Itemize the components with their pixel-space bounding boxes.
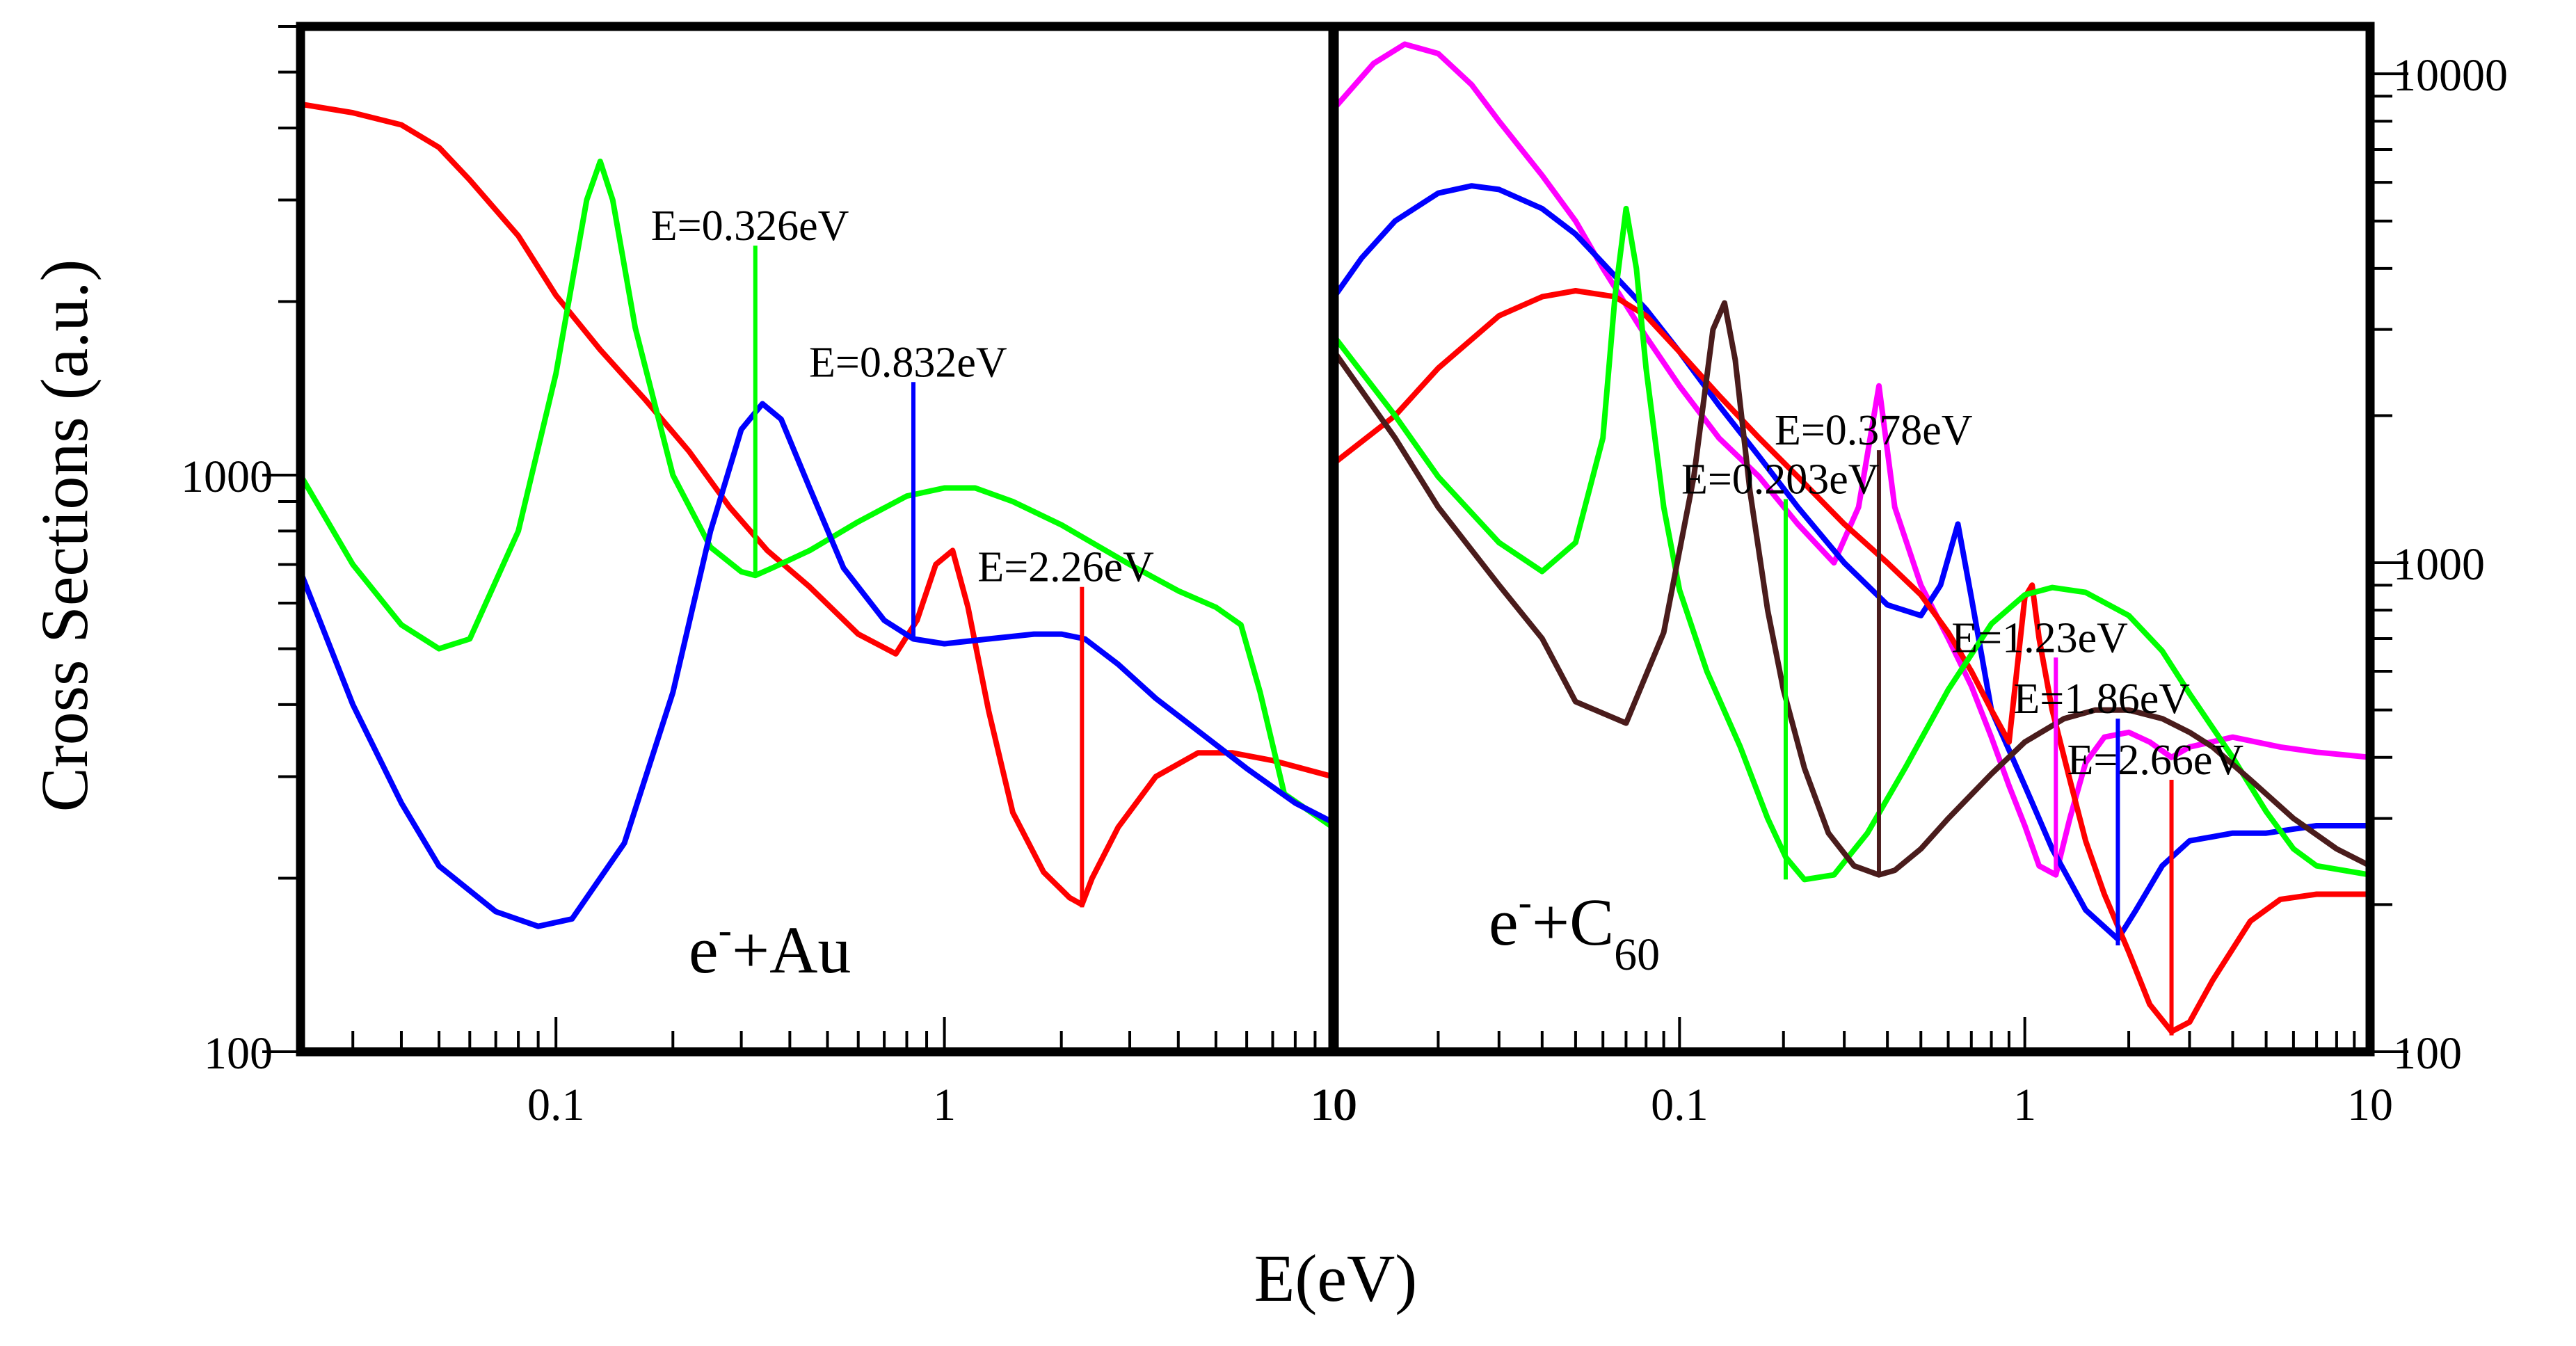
x-axis-title: E(eV) xyxy=(1254,1241,1418,1315)
left-y-tick-label: 1000 xyxy=(181,451,273,502)
left-series-line-0 xyxy=(301,101,1333,908)
right-series-line-0 xyxy=(1336,41,2370,878)
right-y-tick-label: 10000 xyxy=(2393,50,2508,101)
left-x-tick-label: 10 xyxy=(1310,1080,1356,1130)
right-spike-label-0: E=0.203eV xyxy=(1681,456,1880,503)
left-spike-label-2: E=2.26eV xyxy=(977,544,1154,591)
left-panel-tick-labels: 0.1 1 10 1000 100 xyxy=(181,451,1356,1130)
left-series-line-1 xyxy=(301,159,1333,831)
left-spike-label-0: E=0.326eV xyxy=(651,202,849,250)
right-y-tick-label: 100 xyxy=(2393,1028,2462,1079)
y-axis-title: Cross Sections (a.u.) xyxy=(27,259,102,812)
right-spike-label-4: E=2.66eV xyxy=(2067,737,2244,784)
right-spike-label-2: E=1.23eV xyxy=(1951,614,2128,662)
left-panel-annotations: E=0.326eV E=0.832eV E=2.26eV xyxy=(651,202,1154,591)
right-spike-label-1: E=0.378eV xyxy=(1775,407,1973,454)
right-series-line-1 xyxy=(1336,183,2370,942)
right-x-tick-label: 0.1 xyxy=(1651,1080,1709,1130)
right-x-tick-label: 1 xyxy=(2013,1080,2036,1130)
left-panel-frame xyxy=(296,22,1338,1057)
left-y-tick-label: 100 xyxy=(204,1028,273,1079)
right-series-line-2 xyxy=(1336,288,2370,1034)
right-spike-label-3: E=1.86eV xyxy=(2013,675,2190,723)
right-panel-label: e-+C60 xyxy=(1489,879,1660,980)
left-x-tick-label: 0.1 xyxy=(527,1080,585,1130)
right-x-tick-label: 10 xyxy=(2347,1080,2393,1130)
right-panel-frame xyxy=(1329,22,2375,1057)
left-spike-label-1: E=0.832eV xyxy=(809,339,1007,386)
right-x-tick-label: 10 xyxy=(1311,1080,1357,1130)
left-panel-label: e-+Au xyxy=(689,907,851,987)
left-x-tick-label: 1 xyxy=(933,1080,956,1130)
right-panel-ticks xyxy=(1333,72,2408,1053)
left-panel-ticks xyxy=(262,25,1334,1053)
right-panel-series xyxy=(1336,41,2370,1036)
left-series-line-2 xyxy=(301,401,1333,929)
right-series-line-3 xyxy=(1336,205,2370,883)
left-panel-series xyxy=(301,101,1333,929)
right-y-tick-label: 1000 xyxy=(2393,539,2485,590)
right-series-line-4 xyxy=(1336,300,2370,878)
right-panel-tick-labels: 10 0.1 1 10 10000 1000 100 xyxy=(1311,50,2508,1130)
